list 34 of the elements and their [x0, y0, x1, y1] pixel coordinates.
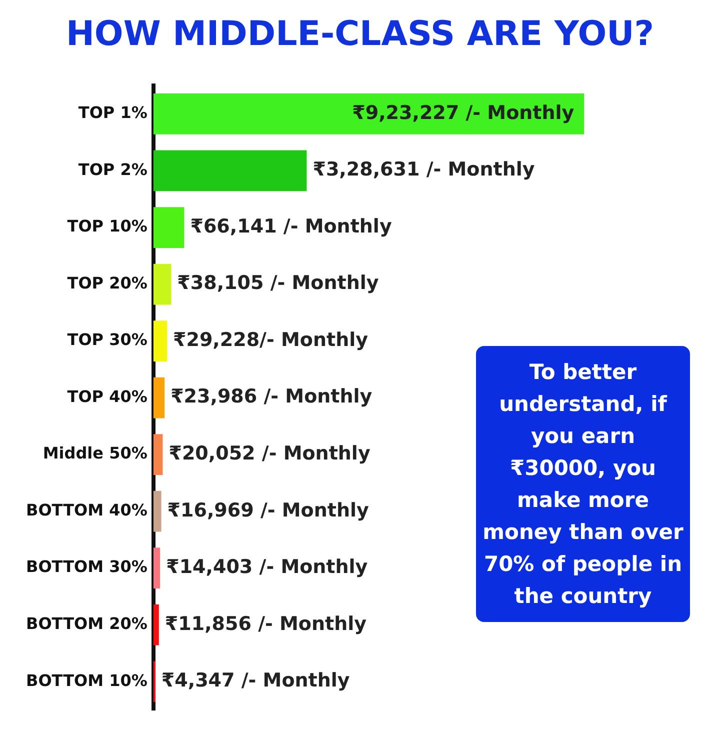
data-label: ₹4,347 /- Monthly [161, 670, 350, 692]
data-label: ₹66,141 /- Monthly [190, 215, 392, 238]
y-tick-label: TOP 20% [67, 273, 148, 292]
data-label: ₹9,23,227 /- Monthly [352, 102, 575, 124]
data-label: ₹20,052 /- Monthly [168, 442, 371, 464]
data-label: ₹23,986 /- Monthly [170, 386, 373, 408]
data-label: ₹3,28,631 /- Monthly [312, 158, 536, 181]
y-tick-label: TOP 30% [67, 330, 148, 350]
bar [153, 320, 168, 362]
bar [153, 150, 307, 192]
chart-title: HOW MIDDLE-CLASS ARE YOU? [64, 14, 656, 54]
y-tick-label: BOTTOM 40% [26, 500, 148, 520]
y-tick-label: TOP 1% [78, 103, 148, 122]
bar [153, 548, 160, 589]
y-tick-label: BOTTOM 10% [26, 670, 148, 690]
data-label: ₹11,856 /- Monthly [164, 612, 368, 635]
data-label: ₹29,228/- Monthly [173, 328, 369, 351]
y-tick-label: TOP 40% [67, 386, 148, 406]
data-label: ₹14,403 /- Monthly [166, 556, 368, 578]
data-label: ₹16,969 /- Monthly [167, 499, 370, 522]
data-label: ₹38,105 /- Monthly [177, 272, 380, 294]
bar [153, 94, 584, 134]
bar [153, 377, 165, 418]
y-tick-label: BOTTOM 30% [26, 557, 148, 576]
bar [153, 604, 159, 646]
annotation: To better understand, if you earn ₹30000, you make more money than over 70% of people in the country [476, 346, 690, 622]
y-tick-label: Middle 50% [42, 444, 148, 463]
y-tick-label: TOP 10% [67, 216, 148, 236]
bar [153, 264, 172, 305]
bar [153, 490, 162, 532]
bar [153, 207, 184, 248]
y-tick-label: TOP 2% [78, 160, 148, 179]
bar [153, 434, 163, 475]
y-tick-label: BOTTOM 20% [26, 614, 148, 634]
